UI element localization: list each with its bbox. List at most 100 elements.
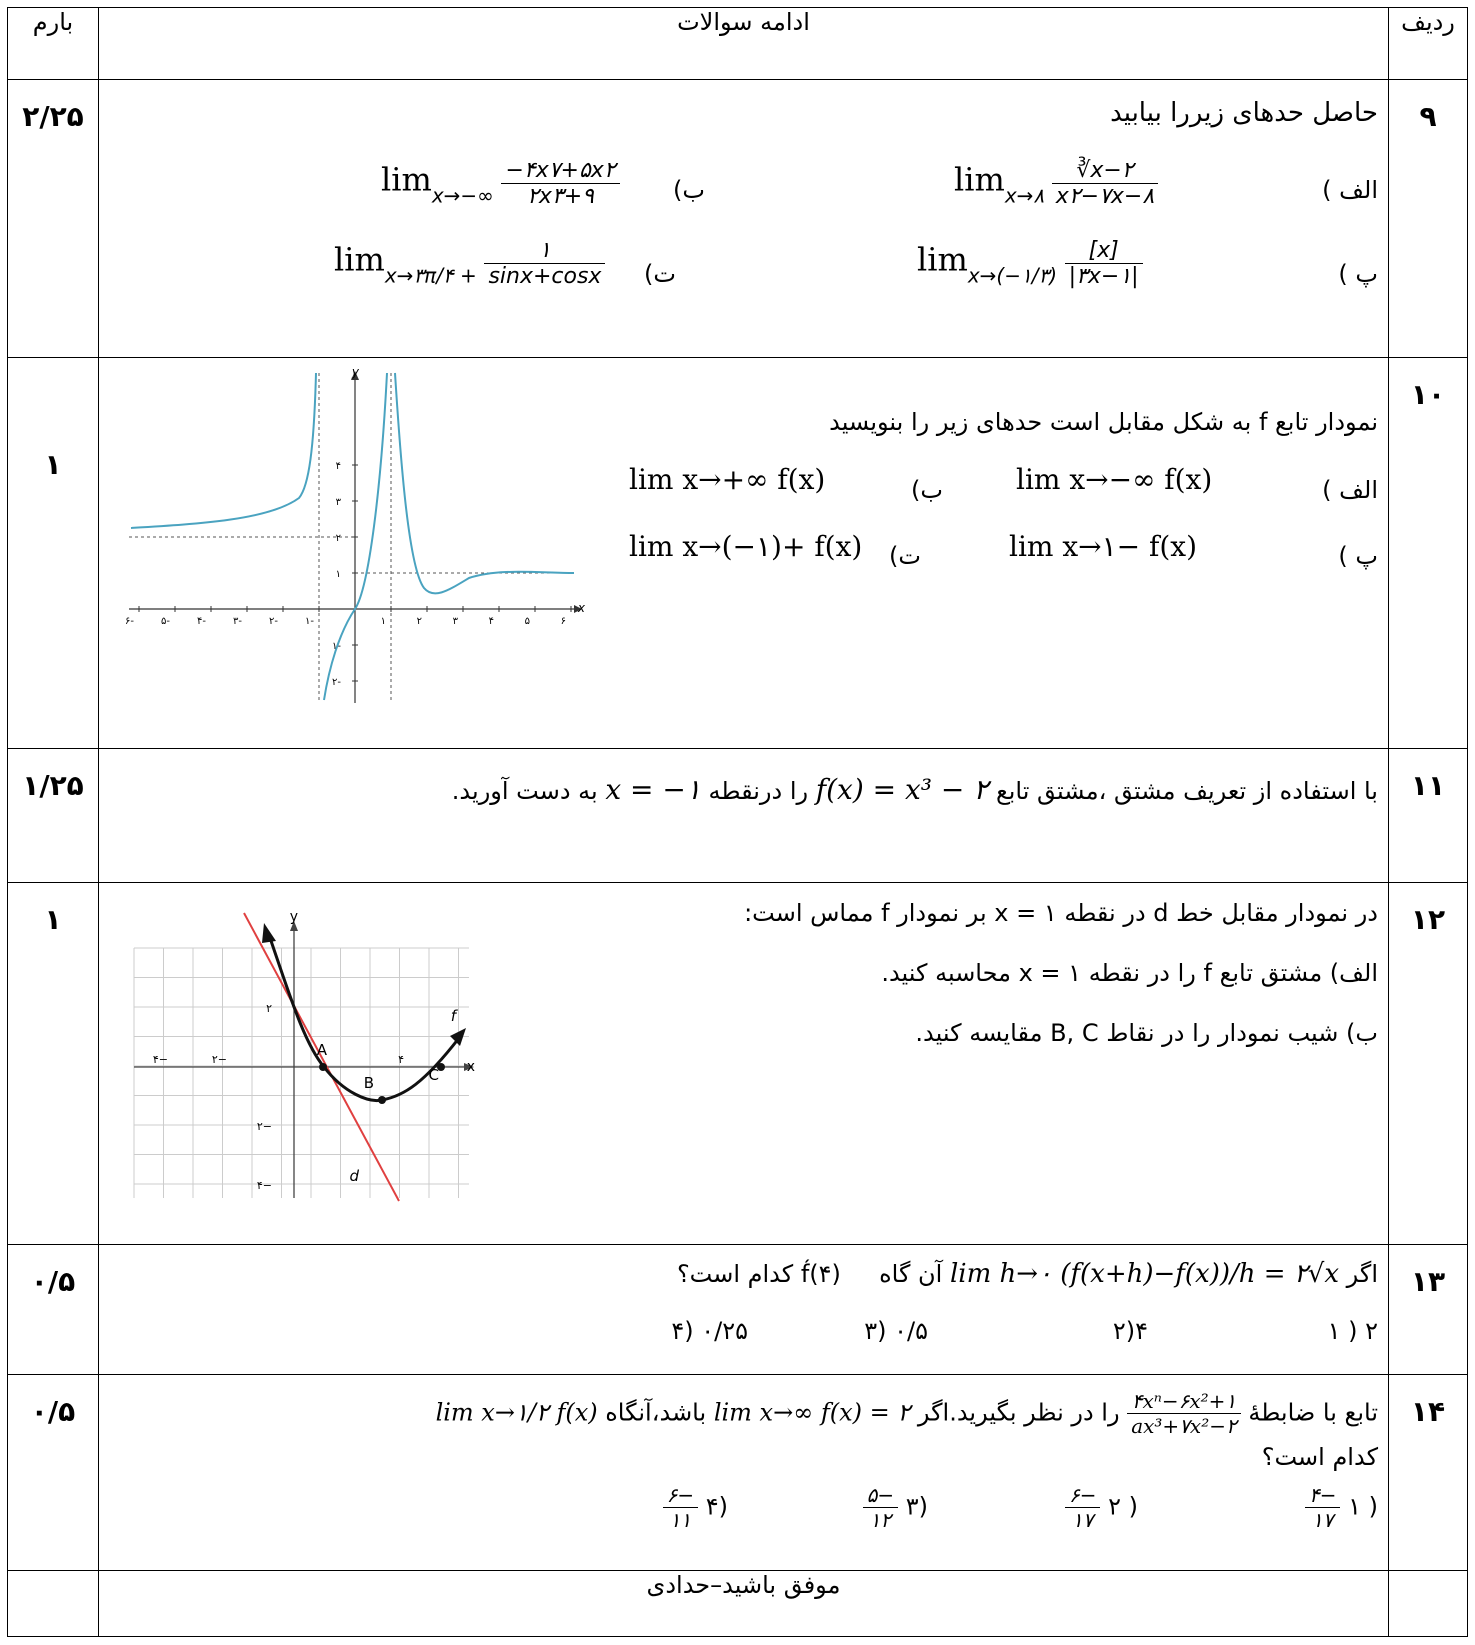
- q10-d-expr: lim x→(−۱)+ f(x): [629, 529, 863, 563]
- q11-body: با استفاده از تعریف مشتق ،مشتق تابع f(x)…: [98, 747, 1389, 884]
- q10-number: ۱۰: [1388, 356, 1468, 749]
- q10-c-label: پ ): [1338, 541, 1378, 570]
- x-axis-label: x: [577, 601, 586, 615]
- x-tick-label: ۳: [453, 616, 459, 627]
- q12-number: ۱۲: [1388, 882, 1468, 1246]
- q11-barem: ۱/۲۵: [7, 747, 99, 884]
- q9-a-expr: limx→۸ ∛x−۲ x۲−۷x−۸: [954, 158, 1159, 209]
- tangent-line-d: [243, 912, 400, 1202]
- q11-func: f(x) = x³ − ۲: [815, 772, 989, 806]
- x-tick-label: -۴: [197, 616, 206, 627]
- q14-barem: ۰/۵: [7, 1373, 99, 1572]
- point-A-label: A: [317, 1041, 328, 1059]
- q9-title: حاصل حدهای زیررا بیابید: [1110, 98, 1378, 129]
- q12-y-label: y: [290, 909, 298, 925]
- y-tick-label: ۲: [336, 533, 341, 544]
- q9-d-expr: limx→۳π/۴ + ۱ sinx+cosx: [334, 238, 606, 289]
- header-row-label: ردیف: [1388, 6, 1468, 81]
- point-B-label: B: [364, 1074, 374, 1092]
- q14-ask: lim x→۱/۲ f(x): [435, 1398, 598, 1427]
- q13-opt3: ۰/۵ (۳: [864, 1317, 928, 1346]
- q9-c-label: پ ): [1338, 260, 1378, 289]
- x-tick-label: -۳: [233, 616, 242, 627]
- q12-line1: در نمودار مقابل خط d در نقطه x = ۱ بر نم…: [744, 899, 1378, 928]
- q14-opt2: ( ۲ −۶ ۱۷: [1064, 1483, 1138, 1532]
- q10-body: نمودار تابع f به شکل مقابل است حدهای زیر…: [98, 356, 1389, 749]
- footer-row: موفق باشید–حدادی: [7, 1570, 1468, 1637]
- q12-x-tick-label: −۴: [153, 1053, 168, 1066]
- x-tick-label: ۴: [489, 616, 494, 627]
- curve-middle-branch: [323, 372, 388, 700]
- q12-ticks: −۴ −۲ ۴ ۲ −۲ −۴: [153, 1002, 404, 1192]
- curve-f-arrow-end-icon: [450, 1028, 466, 1047]
- q10-a-label: الف ): [1322, 475, 1378, 504]
- exam-table: بارم ادامه سوالات ردیف ۲/۲۵ حاصل حدهای ز…: [7, 6, 1468, 1637]
- q12-y-tick-label: −۲: [257, 1120, 272, 1133]
- q13-text: اگر lim h→۰ (f(x+h)−f(x))/h = ۲√x آن گاه…: [676, 1259, 1378, 1290]
- q10-c-expr: lim x→۱− f(x): [1009, 529, 1198, 563]
- q12-line2: الف) مشتق تابع f را در نقطه x = ۱ محاسبه…: [881, 959, 1378, 988]
- q11-text: با استفاده از تعریف مشتق ،مشتق تابع f(x)…: [451, 772, 1378, 806]
- y-tick-label: -۲: [332, 677, 341, 688]
- question-13-row: ۰/۵ اگر lim h→۰ (f(x+h)−f(x))/h = ۲√x آن…: [7, 1244, 1468, 1375]
- q12-grid: [133, 947, 469, 1199]
- q9-a-label: الف ): [1322, 176, 1378, 205]
- q12-y-tick-label: ۲: [266, 1002, 272, 1015]
- q12-x-tick-label: ۴: [398, 1053, 404, 1066]
- q13-opt1: ۲ ( ۱: [1327, 1317, 1378, 1346]
- q9-c-expr: limx→(−۱/۳) [x] |۳x−۱|: [917, 238, 1143, 289]
- q13-ask: f́(۴) کدام است؟: [676, 1260, 841, 1289]
- q10-barem: ۱: [7, 356, 99, 749]
- q9-number: ۹: [1388, 79, 1468, 358]
- q12-barem: ۱: [7, 882, 99, 1246]
- q14-func: ۴xⁿ−۶x²+۱ ax³+۷x²−۲: [1127, 1389, 1241, 1438]
- curve-left-branch: [130, 372, 317, 529]
- curve-f-arrow-start-icon: [262, 923, 276, 944]
- x-tick-label: ۲: [417, 616, 422, 627]
- q10-d-label: ت): [889, 541, 921, 570]
- q9-d-label: ت): [644, 260, 676, 289]
- q14-line2: کدام است؟: [1261, 1442, 1378, 1471]
- question-10-row: ۱ نمودار تابع f به شکل مقابل است حدهای ز…: [7, 356, 1468, 749]
- q13-opt2: ۴(۲: [1112, 1317, 1148, 1346]
- y-tick-label: ۳: [336, 497, 342, 508]
- y-tick-label: ۴: [336, 461, 341, 472]
- footer-text: موفق باشید–حدادی: [98, 1570, 1389, 1637]
- point-C: [437, 1063, 445, 1072]
- q14-opt3: (۳ −۵ ۱۲: [862, 1483, 928, 1532]
- question-11-row: ۱/۲۵ با استفاده از تعریف مشتق ،مشتق تابع…: [7, 747, 1468, 884]
- q14-number: ۱۴: [1388, 1373, 1468, 1572]
- q12-x-tick-label: −۲: [212, 1053, 227, 1066]
- header-row: بارم ادامه سوالات ردیف: [7, 6, 1468, 81]
- point-A: [319, 1063, 327, 1072]
- q13-number: ۱۳: [1388, 1244, 1468, 1375]
- footer-row-empty: [1388, 1570, 1468, 1637]
- q10-graph: x y -۶ -۵ -۴ -۳ -۲ -۱ ۱ ۲ ۳ ۴ ۵ ۶ ۴ ۳ ۲ ۱ -۱ -۲: [125, 368, 586, 703]
- curve-f-label: f: [451, 1007, 459, 1025]
- question-12-row: ۱ در نمودار مقابل خط d در نقطه x = ۱ بر …: [7, 882, 1468, 1246]
- q12-body: در نمودار مقابل خط d در نقطه x = ۱ بر نم…: [98, 882, 1389, 1246]
- q14-opt1: ( ۱ −۴ ۱۷: [1304, 1483, 1378, 1532]
- q12-x-label: x: [467, 1059, 475, 1075]
- header-title: ادامه سوالات: [98, 6, 1389, 81]
- tangent-label-d: d: [349, 1167, 359, 1185]
- q10-x-ticks: -۶ -۵ -۴ -۳ -۲ -۱ ۱ ۲ ۳ ۴ ۵ ۶: [125, 605, 572, 627]
- x-tick-label: -۲: [269, 616, 278, 627]
- y-axis-label: y: [351, 368, 360, 379]
- header-barem: بارم: [7, 6, 99, 81]
- q13-body: اگر lim h→۰ (f(x+h)−f(x))/h = ۲√x آن گاه…: [98, 1244, 1389, 1375]
- curve-right-branch: [394, 372, 575, 595]
- q10-b-label: ب): [911, 475, 943, 504]
- q12-line3: ب) شیب نمودار را در نقاط B, C مقایسه کنی…: [915, 1019, 1378, 1048]
- x-tick-label: -۱: [305, 616, 314, 627]
- q12-y-tick-label: −۴: [257, 1179, 272, 1192]
- q14-text: تابع با ضابطهٔ ۴xⁿ−۶x²+۱ ax³+۷x²−۲ را در …: [435, 1388, 1378, 1438]
- q9-b-expr: limx→−∞ −۴x۷+۵x۲ ۲x۳+۹: [381, 158, 620, 209]
- q9-barem: ۲/۲۵: [7, 79, 99, 358]
- question-14-row: ۰/۵ تابع با ضابطهٔ ۴xⁿ−۶x²+۱ ax³+۷x²−۲ را…: [7, 1373, 1468, 1572]
- q14-opt4: (۴ −۶ ۱۱: [662, 1483, 728, 1532]
- point-B: [378, 1096, 386, 1105]
- point-C-label: C: [429, 1066, 439, 1084]
- q13-cond: lim h→۰ (f(x+h)−f(x))/h = ۲√x: [949, 1259, 1340, 1290]
